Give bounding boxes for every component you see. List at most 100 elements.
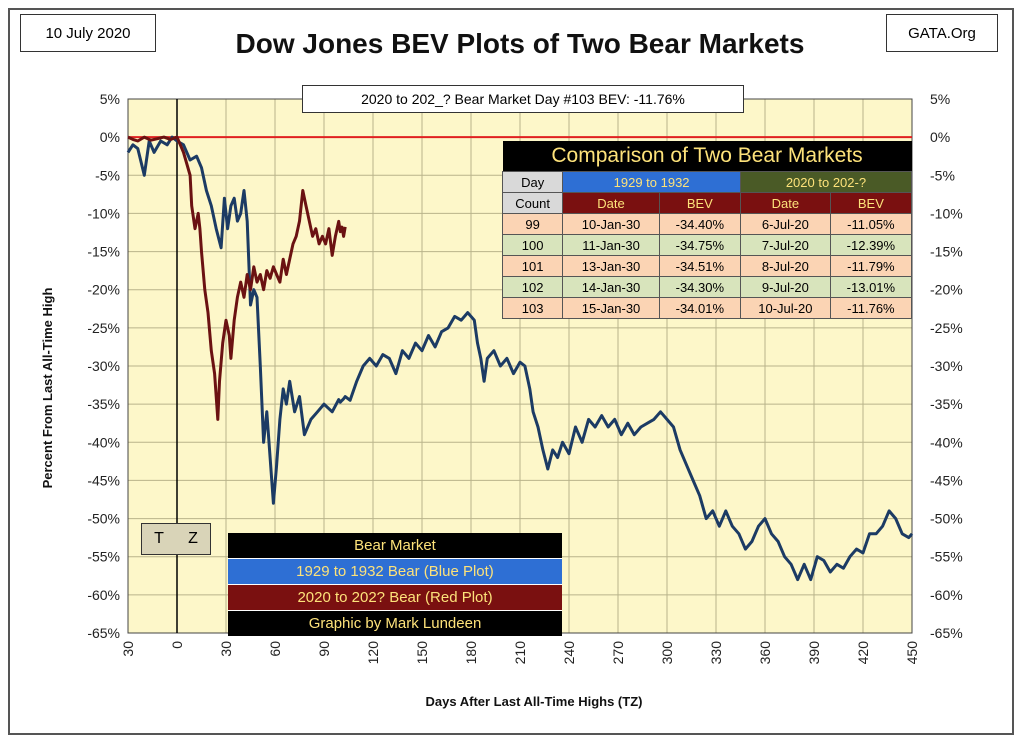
cell-b1: -34.75% <box>658 234 741 256</box>
y-tick-label-left: -35% <box>87 396 120 412</box>
col-count: Count <box>501 192 564 214</box>
bev-annotation: 2020 to 202_? Bear Market Day #103 BEV: … <box>302 85 744 113</box>
comparison-row: 103 15-Jan-30 -34.01% 10-Jul-20 -11.76% <box>501 297 913 319</box>
col-date-1929: Date <box>562 192 660 214</box>
cell-day: 103 <box>501 297 564 319</box>
cell-day: 100 <box>501 234 564 256</box>
x-tick-label: 0 <box>169 641 185 649</box>
y-tick-label-right: -35% <box>930 396 963 412</box>
group-2020: 2020 to 202-? <box>739 171 913 193</box>
cell-b1: -34.30% <box>658 276 741 298</box>
y-tick-label-left: 5% <box>100 91 120 107</box>
y-tick-label-right: -5% <box>930 167 955 183</box>
comparison-row: 100 11-Jan-30 -34.75% 7-Jul-20 -12.39% <box>501 234 913 256</box>
x-tick-label: 360 <box>757 641 773 665</box>
y-tick-label-right: 5% <box>930 91 950 107</box>
comparison-table: Comparison of Two Bear Markets Day 1929 … <box>501 141 913 319</box>
cell-d1: 15-Jan-30 <box>562 297 660 319</box>
y-tick-label-right: -50% <box>930 511 963 527</box>
x-axis-title: Days After Last All-Time Highs (TZ) <box>426 694 643 709</box>
x-tick-label: 60 <box>267 641 283 657</box>
y-tick-label-right: -15% <box>930 244 963 260</box>
cell-d2: 9-Jul-20 <box>739 276 831 298</box>
cell-d2: 7-Jul-20 <box>739 234 831 256</box>
col-bev-2020: BEV <box>829 192 913 214</box>
y-tick-label-right: -45% <box>930 472 963 488</box>
x-tick-label: 450 <box>904 641 920 665</box>
y-tick-label-left: -65% <box>87 625 120 641</box>
legend-blue-entry: 1929 to 1932 Bear (Blue Plot) <box>228 559 562 585</box>
col-date-2020: Date <box>739 192 831 214</box>
cell-b2: -12.39% <box>829 234 913 256</box>
cell-b1: -34.01% <box>658 297 741 319</box>
legend-header: Bear Market <box>228 533 562 559</box>
cell-d2: 6-Jul-20 <box>739 213 831 235</box>
cell-b2: -11.05% <box>829 213 913 235</box>
cell-d1: 14-Jan-30 <box>562 276 660 298</box>
tz-z: Z <box>188 530 198 547</box>
y-tick-label-right: -60% <box>930 587 963 603</box>
tz-marker: T Z <box>141 523 211 555</box>
chart-title: Dow Jones BEV Plots of Two Bear Markets <box>235 28 805 59</box>
y-tick-label-left: -10% <box>87 205 120 221</box>
legend-credit: Graphic by Mark Lundeen <box>228 611 562 637</box>
date-label: 10 July 2020 <box>20 14 156 52</box>
y-tick-label-left: -30% <box>87 358 120 374</box>
cell-b1: -34.40% <box>658 213 741 235</box>
x-tick-label: 180 <box>463 641 479 665</box>
x-tick-label: 150 <box>414 641 430 665</box>
tz-t: T <box>154 530 164 547</box>
series-2020-line <box>127 135 347 421</box>
cell-day: 102 <box>501 276 564 298</box>
cell-day: 101 <box>501 255 564 277</box>
cell-d2: 8-Jul-20 <box>739 255 831 277</box>
x-axis: 30 0 30 60 90 120 150 180 210 240 270 300 330 360 390 4… <box>120 641 920 665</box>
cell-d1: 10-Jan-30 <box>562 213 660 235</box>
x-tick-label: 90 <box>316 641 332 657</box>
y-tick-label-left: -45% <box>87 472 120 488</box>
y-tick-label-left: 0% <box>100 129 120 145</box>
y-tick-label-right: -25% <box>930 320 963 336</box>
site-label: GATA.Org <box>886 14 998 52</box>
cell-b1: -34.51% <box>658 255 741 277</box>
series-1929-line <box>126 135 914 582</box>
cell-b2: -11.76% <box>829 297 913 319</box>
x-tick-label: 120 <box>365 641 381 665</box>
x-tick-label: 300 <box>659 641 675 665</box>
x-tick-label: 240 <box>561 641 577 665</box>
y-tick-label-left: -15% <box>87 244 120 260</box>
comparison-row: 99 10-Jan-30 -34.40% 6-Jul-20 -11.05% <box>501 213 913 235</box>
y-tick-label-left: -20% <box>87 282 120 298</box>
comparison-title: Comparison of Two Bear Markets <box>502 141 912 172</box>
x-tick-label: 270 <box>610 641 626 665</box>
y-tick-label-right: 0% <box>930 129 950 145</box>
y-tick-label-right: -65% <box>930 625 963 641</box>
group-1929: 1929 to 1932 <box>562 171 741 193</box>
y-tick-label-right: -20% <box>930 282 963 298</box>
x-tick-label: 390 <box>806 641 822 665</box>
y-tick-label-left: -5% <box>95 167 120 183</box>
series-lines <box>126 135 914 582</box>
y-tick-label-right: -30% <box>930 358 963 374</box>
comparison-row: 101 13-Jan-30 -34.51% 8-Jul-20 -11.79% <box>501 255 913 277</box>
y-axis-title: Percent From Last All-Time High <box>40 288 55 489</box>
cell-d2: 10-Jul-20 <box>739 297 831 319</box>
col-bev-1929: BEV <box>658 192 741 214</box>
y-tick-label-left: -60% <box>87 587 120 603</box>
x-tick-label: 210 <box>512 641 528 665</box>
y-tick-label-left: -50% <box>87 511 120 527</box>
col-day: Day <box>501 171 564 193</box>
y-tick-label-left: -40% <box>87 434 120 450</box>
legend: Bear Market 1929 to 1932 Bear (Blue Plot… <box>228 533 562 637</box>
x-tick-label: 420 <box>855 641 871 665</box>
cell-d1: 11-Jan-30 <box>562 234 660 256</box>
cell-d1: 13-Jan-30 <box>562 255 660 277</box>
x-tick-label: 30 <box>218 641 234 657</box>
y-tick-label-right: -10% <box>930 205 963 221</box>
y-tick-label-left: -55% <box>87 549 120 565</box>
cell-b2: -13.01% <box>829 276 913 298</box>
y-tick-label-right: -55% <box>930 549 963 565</box>
x-tick-label: 30 <box>120 641 136 657</box>
cell-b2: -11.79% <box>829 255 913 277</box>
y-axis-right: 5% 0% -5% -10% -15% -20% -25% -30% -35% -40% -45% -… <box>930 91 963 641</box>
